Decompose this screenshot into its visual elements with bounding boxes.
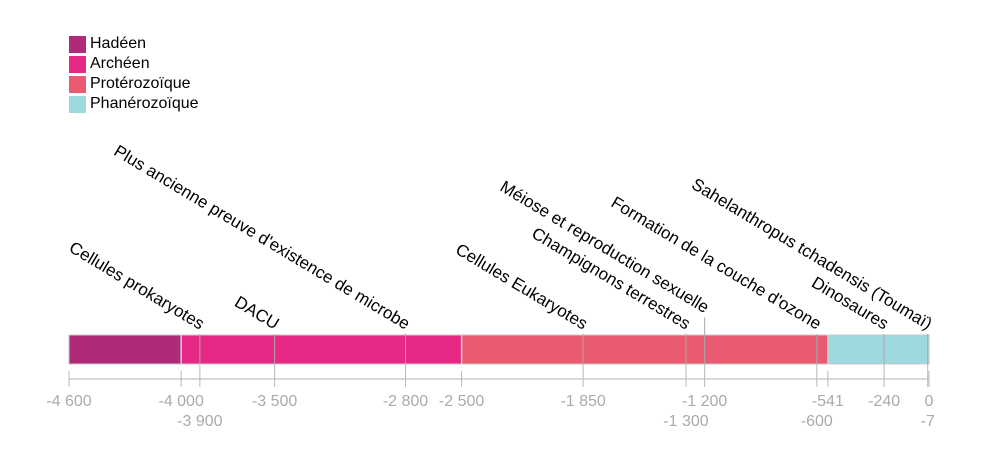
tick-label: -600 [801, 413, 833, 430]
event-label: DACU [231, 292, 282, 333]
legend-swatch [69, 95, 86, 113]
legend: Hadéen Archéen Protérozoïque Phanérozoïque [69, 34, 199, 114]
era-bar [181, 335, 462, 364]
legend-item: Protérozoïque [69, 74, 199, 94]
tick-label: 0 [925, 393, 934, 410]
era-bar [827, 335, 929, 364]
tick-label: -2 500 [439, 393, 484, 410]
legend-label: Archéen [90, 55, 150, 72]
era-bar [461, 335, 828, 364]
bar-outline [68, 334, 930, 365]
tick-label: -1 300 [663, 413, 708, 430]
tick-label: -4 000 [158, 393, 203, 410]
tick-label: -3 900 [177, 413, 222, 430]
tick-label: -1 850 [560, 393, 605, 410]
legend-label: Protérozoïque [90, 75, 191, 92]
tick-label: -541 [812, 393, 844, 410]
legend-item: Hadéen [69, 34, 199, 54]
legend-swatch [69, 55, 86, 73]
tick-label: -4 600 [46, 393, 91, 410]
legend-swatch [69, 75, 86, 93]
era-bar [69, 335, 182, 364]
legend-item: Phanérozoïque [69, 94, 199, 114]
legend-swatch [69, 35, 86, 53]
tick-label: -1 200 [682, 393, 727, 410]
tick-label: -3 500 [252, 393, 297, 410]
tick-label: -7 [921, 413, 935, 430]
tick-label: -2 800 [383, 393, 428, 410]
tick-label: -240 [868, 393, 900, 410]
event-label: Cellules prokaryotes [66, 238, 208, 334]
legend-label: Phanérozoïque [90, 95, 199, 112]
legend-label: Hadéen [90, 35, 147, 52]
legend-item: Archéen [69, 54, 199, 74]
